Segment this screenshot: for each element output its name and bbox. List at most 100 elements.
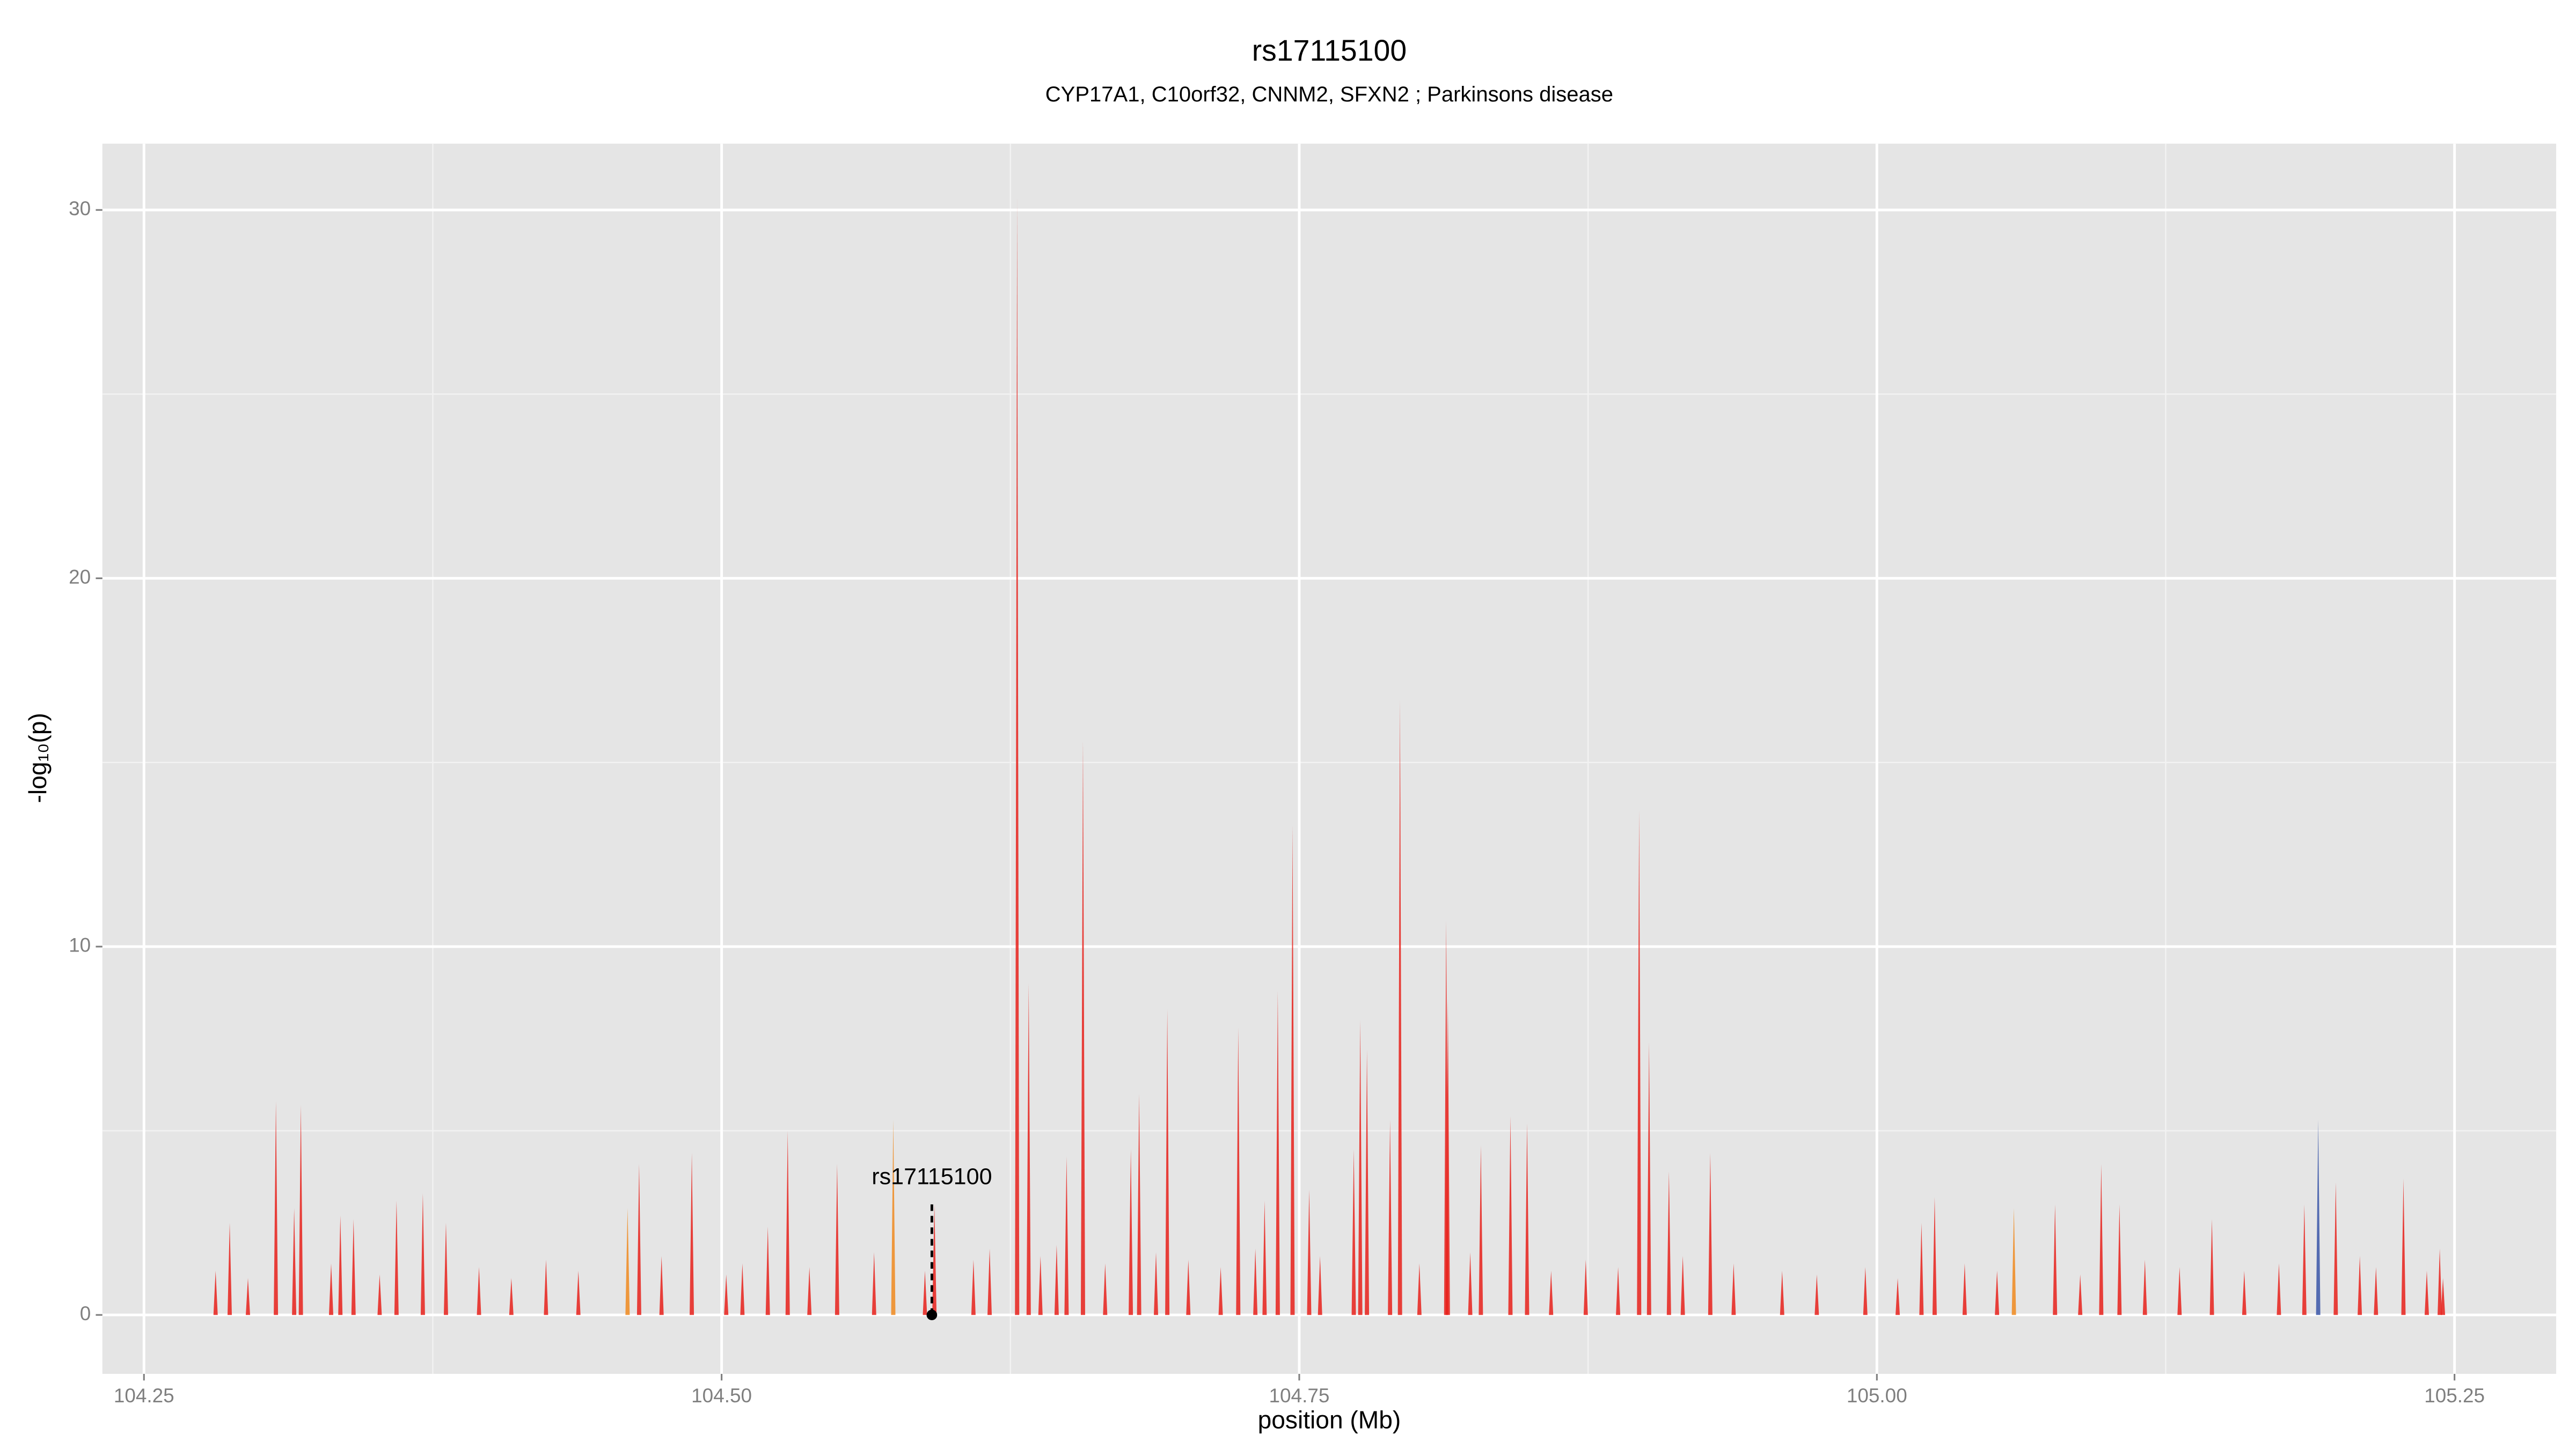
spike [1275, 991, 1280, 1315]
spike [1236, 1027, 1241, 1315]
annotation-point [926, 1309, 938, 1321]
spike [1015, 199, 1020, 1315]
spike [1165, 1009, 1170, 1315]
x-tick-label: 105.00 [1847, 1385, 1907, 1407]
spike [1064, 1157, 1069, 1315]
spike [544, 1260, 548, 1315]
spike [923, 1270, 927, 1315]
spike [1445, 998, 1450, 1315]
spike [1103, 1263, 1108, 1315]
spike [1896, 1278, 1900, 1315]
spike [1218, 1267, 1223, 1315]
spike [1026, 983, 1031, 1315]
spike [2142, 1260, 2147, 1315]
y-tick-label: 30 [69, 197, 91, 219]
spike [509, 1278, 514, 1315]
spike [724, 1274, 729, 1315]
spike [2117, 1204, 2122, 1315]
spike [1666, 1171, 1671, 1315]
x-axis-label: position (Mb) [1258, 1406, 1401, 1433]
spike [1479, 1145, 1483, 1315]
spike [1962, 1263, 1967, 1315]
spike [765, 1226, 770, 1315]
x-tick-label: 104.50 [691, 1385, 752, 1407]
spike [971, 1260, 976, 1315]
spike [2209, 1219, 2214, 1315]
spike [1637, 810, 1642, 1315]
spike [1351, 1149, 1356, 1315]
spike [659, 1256, 664, 1315]
spike [636, 1163, 641, 1315]
chart-title: rs17115100 [1252, 34, 1407, 67]
chart-subtitle: CYP17A1, C10orf32, CNNM2, SFXN2 ; Parkin… [1045, 83, 1613, 106]
axes: 0 10 20 30 104.25 104.50 104.75 105.00 105.25 rs1… [69, 197, 2485, 1407]
spike [420, 1193, 425, 1315]
marks [213, 199, 2446, 1315]
spike [2424, 1270, 2429, 1315]
spike [292, 1208, 297, 1315]
spike [1814, 1274, 1819, 1315]
y-axis-label: -log₁₀(p) [24, 713, 52, 803]
spike [2438, 1248, 2442, 1315]
y-tick-label: 0 [80, 1302, 91, 1324]
grid [102, 143, 2557, 1374]
spike [2177, 1267, 2182, 1315]
spike [377, 1274, 382, 1315]
spike [2401, 1179, 2406, 1315]
spike [1780, 1270, 1784, 1315]
spike [1186, 1260, 1191, 1315]
spike [690, 1153, 694, 1315]
x-tick-label: 104.75 [1269, 1385, 1330, 1407]
spike [329, 1263, 334, 1315]
x-tick-label: 105.25 [2424, 1385, 2485, 1407]
spike [987, 1248, 992, 1315]
spike [2441, 1278, 2446, 1315]
spike [1318, 1256, 1322, 1315]
spike [1307, 1189, 1312, 1315]
annotation-label: rs17115100 [872, 1163, 992, 1189]
spike [1508, 1116, 1513, 1315]
spike [1262, 1201, 1267, 1315]
spike [2316, 1119, 2321, 1315]
spike [2277, 1263, 2281, 1315]
spike [227, 1223, 232, 1315]
spike [740, 1263, 745, 1315]
spike [1583, 1260, 1588, 1315]
spike [2374, 1267, 2379, 1315]
spike [1919, 1223, 1924, 1315]
y-tick-label: 10 [69, 934, 91, 956]
plot-panel [102, 143, 2557, 1374]
y-tick-label: 20 [69, 566, 91, 588]
spike [785, 1131, 790, 1315]
spike [2011, 1208, 2016, 1315]
spike [2242, 1270, 2246, 1315]
spike [835, 1163, 839, 1315]
spike [213, 1270, 218, 1315]
spike [1995, 1270, 2000, 1315]
spike [1549, 1270, 1554, 1315]
spike [1054, 1245, 1059, 1315]
spike [872, 1252, 876, 1315]
spike [1397, 700, 1402, 1315]
spike [298, 1104, 303, 1315]
spike [1616, 1267, 1621, 1315]
spike [1388, 1119, 1393, 1315]
spike [2302, 1204, 2307, 1315]
spike [1290, 825, 1295, 1315]
spike [2053, 1204, 2058, 1315]
spike [1863, 1267, 1868, 1315]
spike [1080, 740, 1085, 1315]
spike [2333, 1182, 2338, 1315]
spike [576, 1270, 581, 1315]
spike [1154, 1252, 1159, 1315]
spike [1708, 1153, 1713, 1315]
spike [246, 1278, 251, 1315]
spike [625, 1208, 630, 1315]
spike [1129, 1149, 1133, 1315]
spike [1932, 1197, 1937, 1315]
x-tick-label: 104.25 [114, 1385, 174, 1407]
spike [2078, 1274, 2083, 1315]
spike [932, 1204, 937, 1315]
spike [394, 1201, 399, 1315]
